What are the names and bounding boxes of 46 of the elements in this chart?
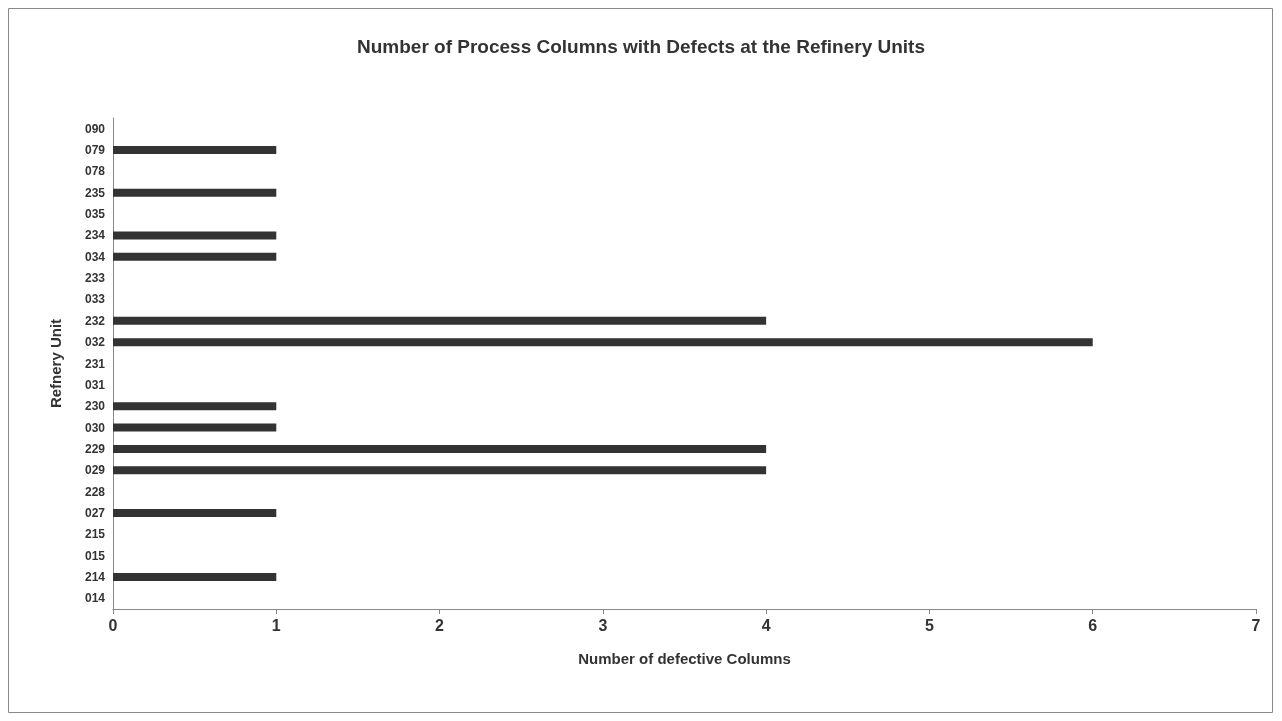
y-tick-label: 214 xyxy=(84,569,106,584)
y-tick-label: 035 xyxy=(84,207,106,222)
y-tick-label: 015 xyxy=(84,548,106,563)
chart-title: Number of Process Columns with Defects at the Refinery Units xyxy=(356,36,926,57)
y-tick-label: 090 xyxy=(84,121,106,136)
bar xyxy=(113,316,767,325)
x-tick-label: 2 xyxy=(435,616,445,634)
x-axis-title: Number of defective Columns xyxy=(578,650,791,667)
x-tick-label: 5 xyxy=(924,616,934,634)
y-tick-label: 014 xyxy=(84,591,106,606)
y-tick-label: 031 xyxy=(84,377,106,392)
y-tick-label: 230 xyxy=(84,399,106,414)
y-tick-label: 229 xyxy=(84,441,106,456)
y-tick-label: 078 xyxy=(84,164,106,179)
y-tick-label: 234 xyxy=(84,228,106,243)
y-tick-label: 233 xyxy=(84,271,106,286)
y-tick-label: 228 xyxy=(84,484,106,499)
bar xyxy=(113,572,277,581)
y-tick-label: 030 xyxy=(84,420,106,435)
x-tick-label: 0 xyxy=(108,616,118,634)
bar xyxy=(113,423,277,432)
x-tick-label: 1 xyxy=(271,616,281,634)
bar xyxy=(113,444,767,453)
y-tick-label: 079 xyxy=(84,143,106,158)
y-tick-label: 215 xyxy=(84,527,106,542)
bar xyxy=(113,252,277,261)
y-tick-label: 029 xyxy=(84,463,106,478)
y-tick-label: 027 xyxy=(84,505,106,520)
x-tick-label: 6 xyxy=(1088,616,1098,634)
bar xyxy=(113,402,277,411)
y-tick-label: 034 xyxy=(84,249,106,264)
y-tick-label: 232 xyxy=(84,313,106,328)
x-tick-label: 7 xyxy=(1251,616,1261,634)
x-tick-label: 3 xyxy=(598,616,608,634)
bar xyxy=(113,146,277,155)
y-tick-label: 235 xyxy=(84,185,106,200)
y-tick-label: 231 xyxy=(84,356,106,371)
bar xyxy=(113,188,277,197)
y-tick-label: 032 xyxy=(84,335,106,350)
bar xyxy=(113,231,277,240)
bar xyxy=(113,338,1093,347)
bar xyxy=(113,508,277,517)
x-tick-label: 4 xyxy=(761,616,771,634)
y-tick-label: 033 xyxy=(84,292,106,307)
y-axis-title: Refnery Unit xyxy=(47,318,64,409)
bar xyxy=(113,466,767,475)
